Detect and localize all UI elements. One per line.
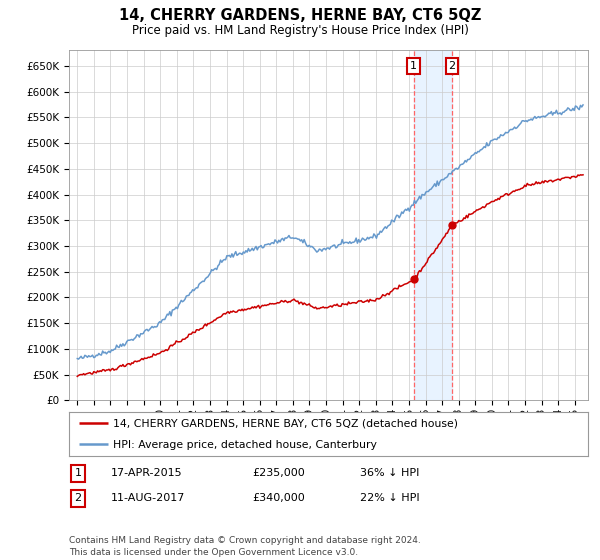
Text: 1: 1 — [410, 61, 417, 71]
Text: 36% ↓ HPI: 36% ↓ HPI — [360, 468, 419, 478]
Text: 2: 2 — [448, 61, 455, 71]
Text: Price paid vs. HM Land Registry's House Price Index (HPI): Price paid vs. HM Land Registry's House … — [131, 24, 469, 36]
Text: 11-AUG-2017: 11-AUG-2017 — [111, 493, 185, 503]
Text: £235,000: £235,000 — [252, 468, 305, 478]
Text: 2: 2 — [74, 493, 82, 503]
Text: £340,000: £340,000 — [252, 493, 305, 503]
Text: Contains HM Land Registry data © Crown copyright and database right 2024.
This d: Contains HM Land Registry data © Crown c… — [69, 536, 421, 557]
Text: 14, CHERRY GARDENS, HERNE BAY, CT6 5QZ (detached house): 14, CHERRY GARDENS, HERNE BAY, CT6 5QZ (… — [113, 419, 458, 429]
Text: 17-APR-2015: 17-APR-2015 — [111, 468, 182, 478]
Text: 22% ↓ HPI: 22% ↓ HPI — [360, 493, 419, 503]
Text: HPI: Average price, detached house, Canterbury: HPI: Average price, detached house, Cant… — [113, 440, 377, 450]
Text: 1: 1 — [74, 468, 82, 478]
Bar — [414, 50, 452, 400]
Text: 14, CHERRY GARDENS, HERNE BAY, CT6 5QZ: 14, CHERRY GARDENS, HERNE BAY, CT6 5QZ — [119, 8, 481, 24]
